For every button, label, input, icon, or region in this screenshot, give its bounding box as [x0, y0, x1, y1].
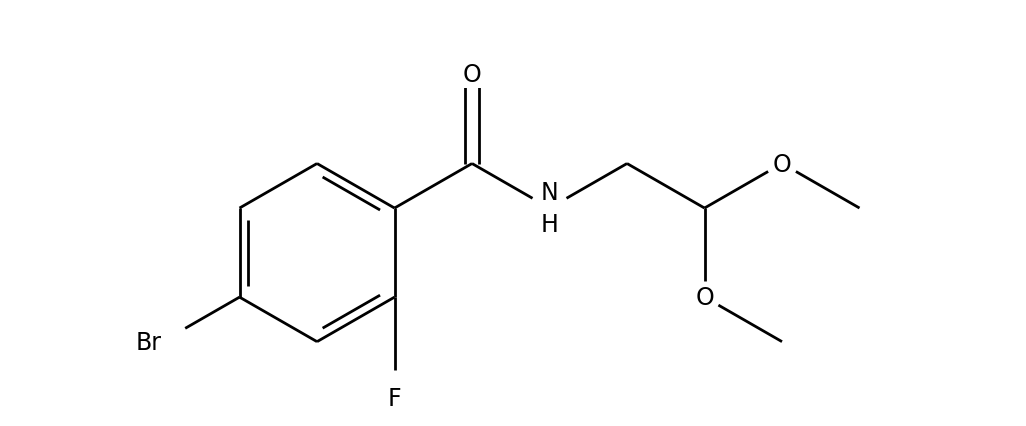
Text: N: N	[541, 180, 558, 204]
Text: O: O	[463, 63, 481, 87]
Text: O: O	[696, 285, 714, 309]
Text: F: F	[388, 386, 401, 410]
Text: O: O	[773, 152, 791, 176]
Text: Br: Br	[136, 330, 162, 354]
Text: H: H	[541, 213, 558, 237]
